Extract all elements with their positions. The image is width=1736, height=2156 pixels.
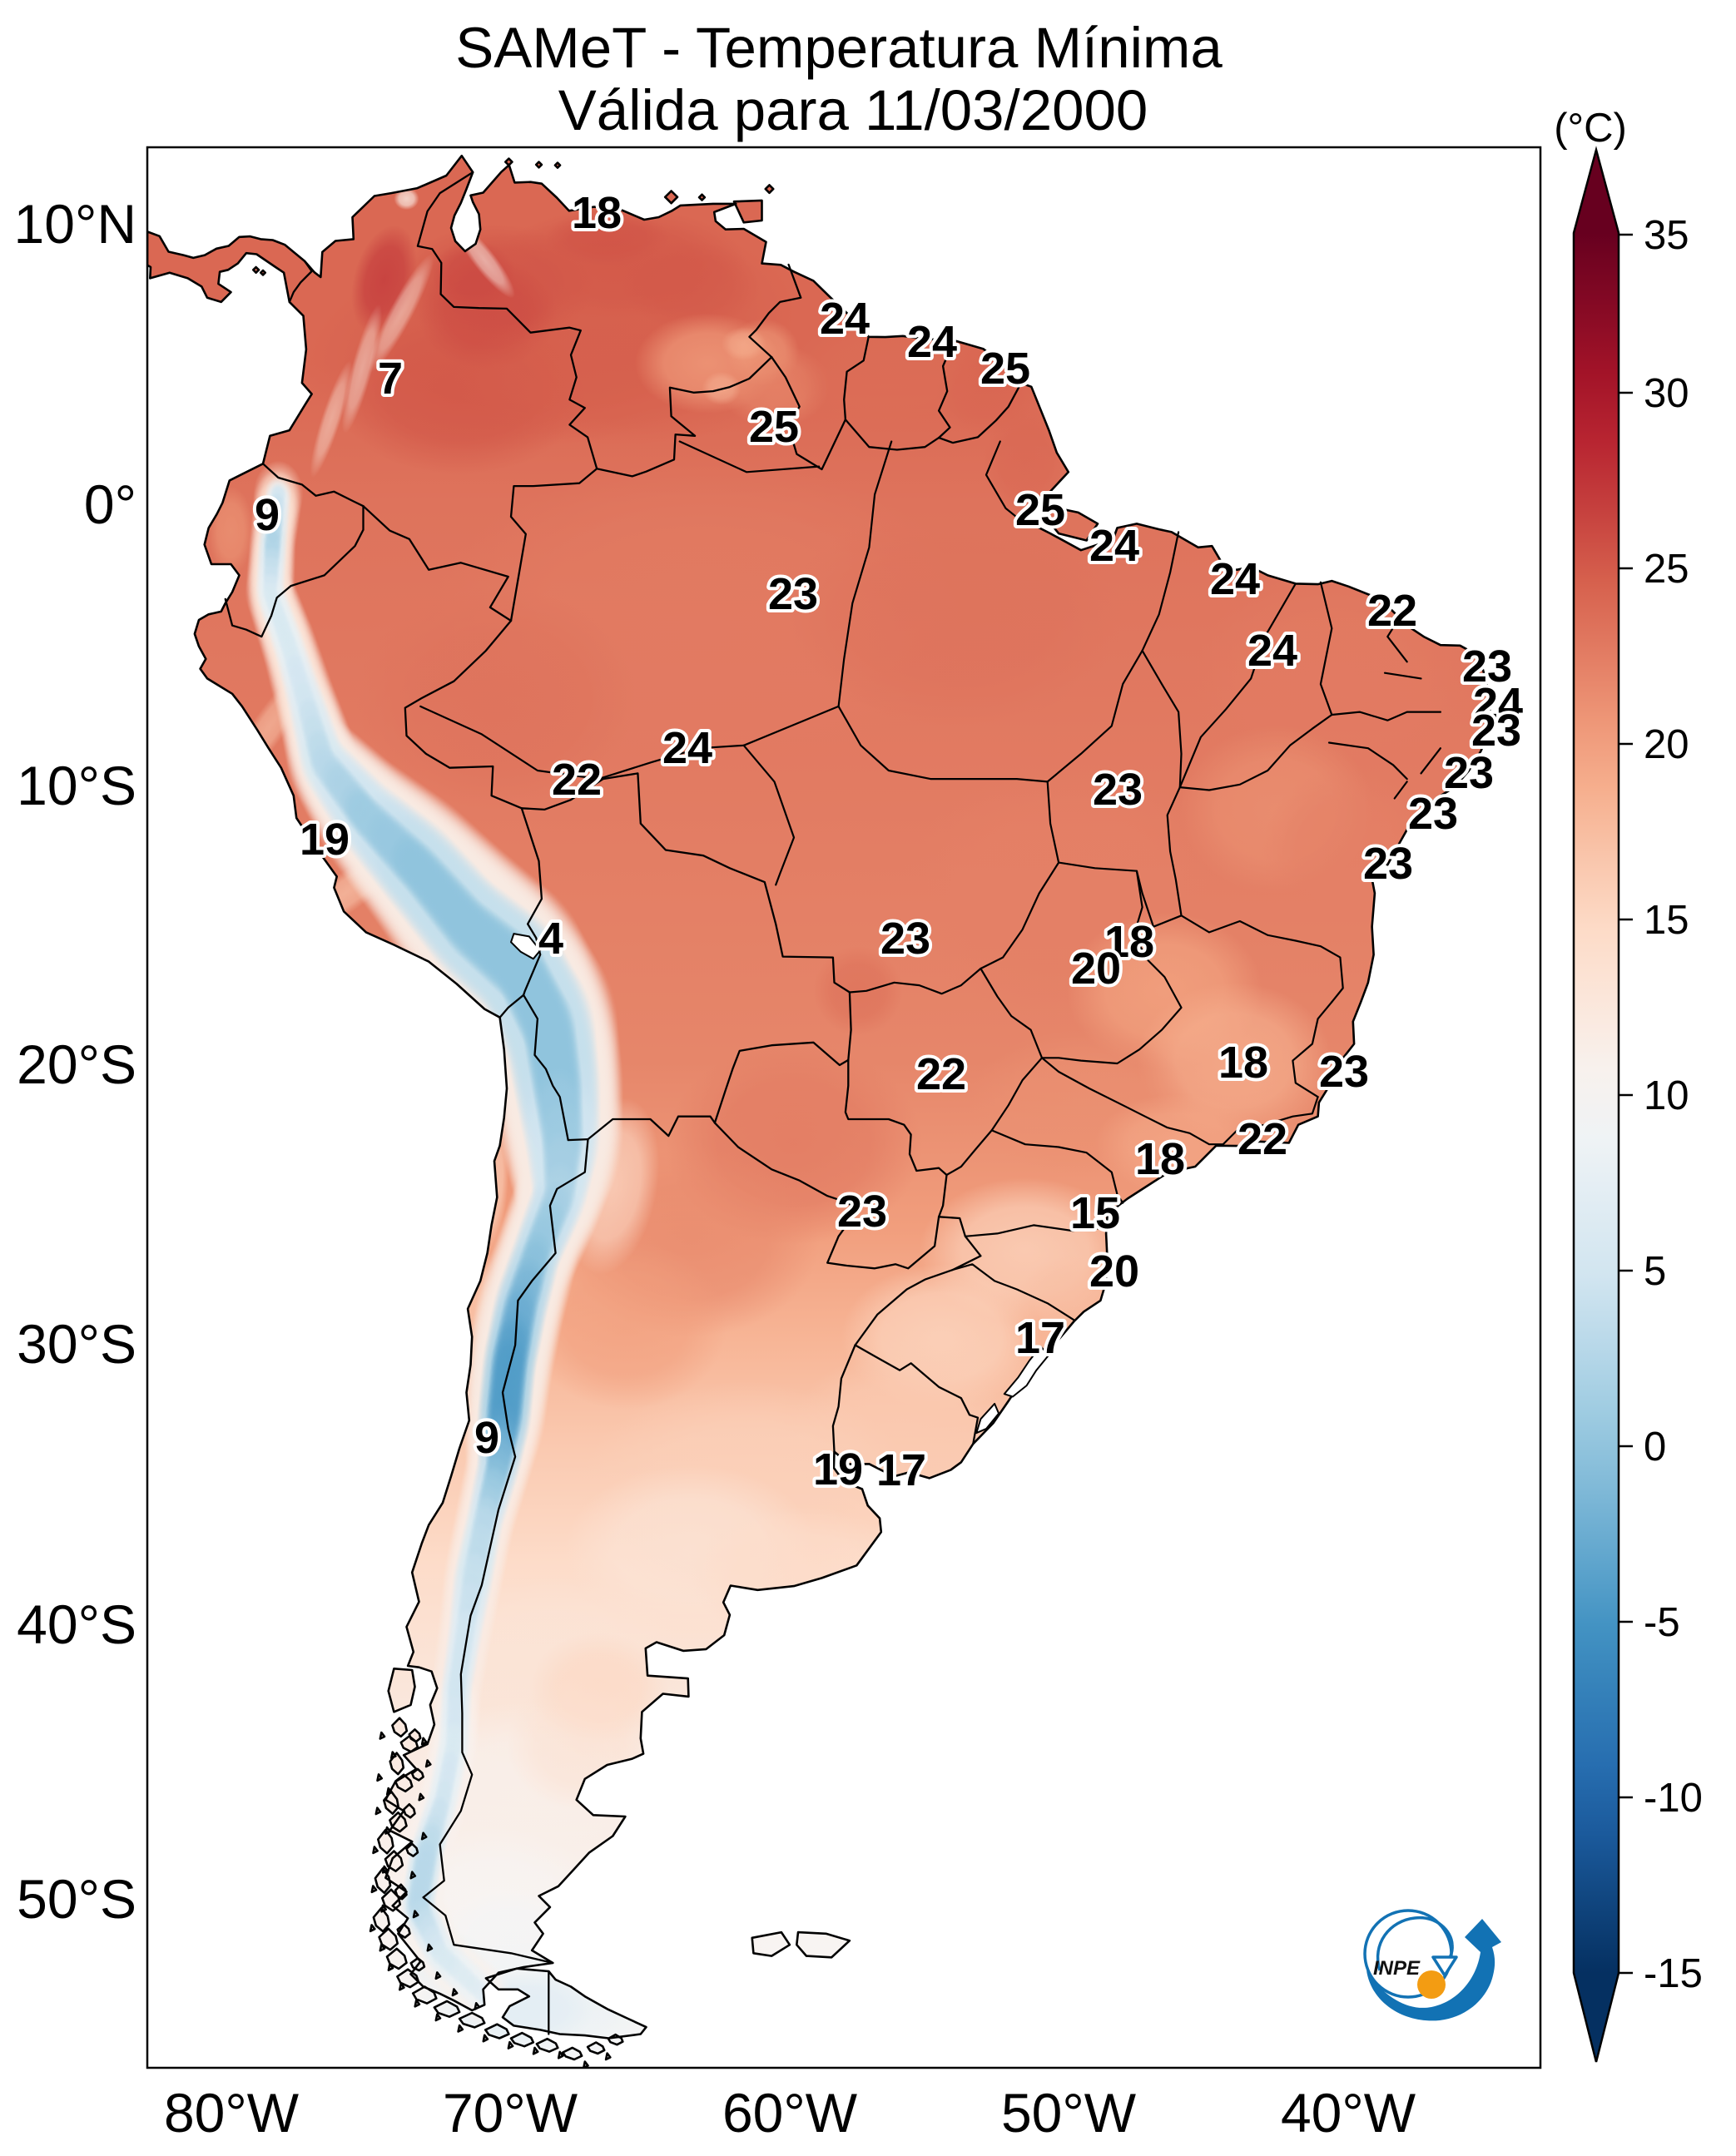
- svg-text:24: 24: [1210, 554, 1260, 604]
- svg-text:20: 20: [1071, 944, 1121, 994]
- svg-text:50°S: 50°S: [17, 1868, 136, 1930]
- svg-text:9: 9: [474, 1413, 499, 1463]
- svg-text:24: 24: [907, 317, 957, 367]
- svg-text:4: 4: [538, 914, 563, 964]
- svg-text:Válida para 11/03/2000: Válida para 11/03/2000: [558, 78, 1148, 142]
- svg-text:70°W: 70°W: [443, 2082, 578, 2144]
- svg-text:9: 9: [255, 490, 280, 540]
- svg-text:24: 24: [1089, 521, 1139, 571]
- svg-text:22: 22: [1367, 586, 1417, 636]
- svg-text:23: 23: [1408, 789, 1458, 839]
- svg-text:15: 15: [1070, 1188, 1120, 1238]
- svg-text:7: 7: [378, 354, 403, 404]
- svg-text:24: 24: [820, 294, 870, 344]
- svg-text:22: 22: [552, 755, 602, 805]
- svg-text:20: 20: [1089, 1247, 1139, 1296]
- svg-text:(°C): (°C): [1554, 106, 1627, 151]
- svg-text:40°W: 40°W: [1281, 2082, 1416, 2144]
- svg-text:15: 15: [1644, 898, 1689, 943]
- svg-text:23: 23: [1093, 765, 1143, 815]
- svg-text:30°S: 30°S: [17, 1313, 136, 1375]
- svg-text:22: 22: [916, 1049, 966, 1099]
- svg-text:10°N: 10°N: [14, 193, 136, 255]
- svg-text:23: 23: [768, 569, 818, 619]
- svg-text:-10: -10: [1644, 1776, 1703, 1821]
- svg-text:-15: -15: [1644, 1951, 1703, 1996]
- svg-text:18: 18: [1218, 1038, 1268, 1088]
- svg-text:20: 20: [1644, 722, 1689, 767]
- svg-text:23: 23: [1444, 748, 1494, 798]
- svg-text:23: 23: [837, 1187, 887, 1237]
- svg-text:50°W: 50°W: [1001, 2082, 1137, 2144]
- svg-text:INPE: INPE: [1373, 1957, 1421, 1980]
- svg-text:24: 24: [1473, 679, 1523, 729]
- svg-text:80°W: 80°W: [164, 2082, 300, 2144]
- svg-text:17: 17: [876, 1445, 926, 1495]
- svg-text:23: 23: [1462, 642, 1512, 691]
- svg-text:22: 22: [1238, 1114, 1287, 1164]
- svg-text:30: 30: [1644, 371, 1689, 416]
- svg-text:-5: -5: [1644, 1600, 1680, 1645]
- svg-text:18: 18: [572, 188, 622, 238]
- svg-text:24: 24: [662, 723, 712, 773]
- svg-text:0: 0: [1644, 1425, 1666, 1470]
- svg-text:18: 18: [1135, 1134, 1185, 1184]
- svg-text:60°W: 60°W: [722, 2082, 858, 2144]
- svg-text:18: 18: [1104, 917, 1154, 967]
- svg-text:23: 23: [1471, 706, 1521, 756]
- svg-text:25: 25: [1015, 485, 1065, 535]
- svg-text:17: 17: [1015, 1313, 1065, 1363]
- svg-text:10°S: 10°S: [17, 755, 136, 816]
- svg-text:25: 25: [749, 402, 799, 452]
- svg-text:24: 24: [1247, 626, 1297, 676]
- svg-text:10: 10: [1644, 1073, 1689, 1118]
- svg-text:23: 23: [1363, 839, 1413, 889]
- svg-text:25: 25: [1644, 547, 1689, 592]
- svg-text:0°: 0°: [84, 473, 136, 535]
- svg-text:23: 23: [1319, 1047, 1369, 1097]
- svg-text:5: 5: [1644, 1249, 1666, 1294]
- svg-text:20°S: 20°S: [17, 1033, 136, 1095]
- svg-text:35: 35: [1644, 213, 1689, 258]
- svg-text:19: 19: [300, 815, 350, 865]
- svg-text:23: 23: [880, 914, 930, 964]
- svg-text:25: 25: [980, 344, 1030, 394]
- svg-text:40°S: 40°S: [17, 1593, 136, 1655]
- svg-text:19: 19: [813, 1445, 863, 1494]
- svg-text:SAMeT - Temperatura Mínima: SAMeT - Temperatura Mínima: [455, 16, 1223, 80]
